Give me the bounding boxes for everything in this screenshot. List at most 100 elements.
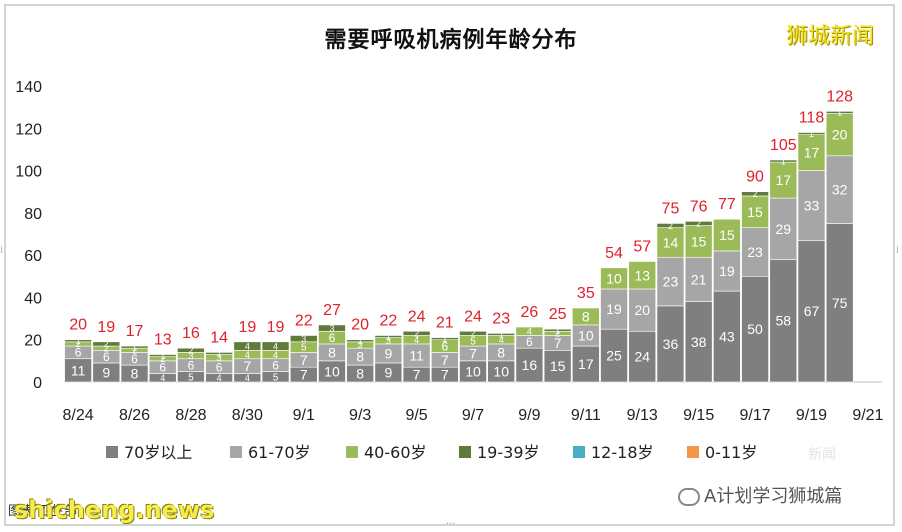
bar-value-label: 8 xyxy=(356,366,364,382)
bar-value-label: 5 xyxy=(188,372,194,383)
bar-segment xyxy=(459,330,487,336)
source-note: 图表 卫生部 xyxy=(8,504,78,519)
bar-value-label: 6 xyxy=(159,361,166,375)
wechat-watermark: A计划学习狮城篇 xyxy=(678,482,842,508)
bar-value-label: 6 xyxy=(272,358,279,372)
legend-label: 70岁以上 xyxy=(124,443,192,462)
bar-value-label: 1 xyxy=(442,334,447,344)
bar-value-label: 19 xyxy=(606,301,622,317)
y-tick-label: 80 xyxy=(24,206,42,223)
bar-segment xyxy=(713,250,741,292)
resize-handle-right[interactable]: ⁞ xyxy=(895,245,899,256)
bar-value-label: 2 xyxy=(470,329,475,339)
bar-value-label: 10 xyxy=(324,363,340,379)
bar-segment xyxy=(656,227,685,258)
x-tick-label: 8/30 xyxy=(232,407,263,424)
bar-total-label: 20 xyxy=(351,317,369,334)
bar-segment xyxy=(515,326,544,336)
bar-value-label: 1 xyxy=(837,108,842,118)
bar-value-label: 17 xyxy=(578,356,594,372)
resize-handle-bottom[interactable]: ··· xyxy=(446,519,456,530)
bar-segment xyxy=(289,335,318,343)
bar-total-label: 26 xyxy=(521,304,539,321)
bar-total-label: 128 xyxy=(826,88,853,105)
bar-value-label: 15 xyxy=(691,233,707,249)
bar-total-label: 20 xyxy=(69,317,87,334)
y-tick-label: 20 xyxy=(24,333,42,350)
bar-value-label: 15 xyxy=(719,227,735,243)
bar-segment xyxy=(741,227,769,277)
bar-segment xyxy=(741,275,769,383)
x-tick-label: 8/28 xyxy=(175,407,206,424)
bar-value-label: 1 xyxy=(809,129,814,139)
bar-value-label: 2 xyxy=(668,221,673,231)
bar-value-label: 1 xyxy=(781,156,786,166)
bar-segment xyxy=(769,197,798,260)
x-tick-label: 8/26 xyxy=(119,407,150,424)
bar-value-label: 5 xyxy=(273,372,279,383)
bar-value-label: 29 xyxy=(775,221,791,237)
bar-segment xyxy=(600,267,628,290)
bar-value-label: 20 xyxy=(634,302,650,318)
bar-segment xyxy=(261,341,290,351)
bar-value-label: 3 xyxy=(329,323,334,333)
bar-value-label: 43 xyxy=(719,329,735,345)
bar-segment xyxy=(543,349,572,383)
bar-value-label: 32 xyxy=(832,182,848,198)
bar-segment xyxy=(515,347,544,383)
bar-value-label: 17 xyxy=(775,172,791,188)
bar-segment xyxy=(628,330,657,383)
bar-value-label: 1 xyxy=(358,336,363,346)
bar-value-label: 3 xyxy=(386,336,391,346)
bar-total-label: 24 xyxy=(408,308,426,325)
bar-total-label: 19 xyxy=(267,319,285,336)
bar-value-label: 58 xyxy=(775,313,791,329)
bar-value-label: 4 xyxy=(160,373,165,383)
bar-value-label: 10 xyxy=(606,270,622,286)
bar-value-label: 23 xyxy=(663,274,679,290)
y-tick-label: 120 xyxy=(15,121,42,138)
bar-segment xyxy=(148,354,177,357)
bar-segment xyxy=(741,191,769,197)
bar-value-label: 7 xyxy=(300,352,308,368)
bar-value-label: 9 xyxy=(102,365,110,381)
bar-segment xyxy=(318,324,346,332)
bar-total-label: 24 xyxy=(464,308,482,325)
brand-watermark: 狮城新闻 xyxy=(786,24,875,49)
bar-value-label: 10 xyxy=(493,363,509,379)
bar-segment xyxy=(684,301,713,383)
bar-value-label: 6 xyxy=(103,350,110,364)
x-tick-label: 9/5 xyxy=(405,407,427,424)
bar-total-label: 13 xyxy=(154,332,172,349)
bar-value-label: 11 xyxy=(409,348,424,364)
bar-value-label: 6 xyxy=(216,361,223,375)
bar-value-label: 33 xyxy=(804,197,820,213)
bar-value-label: 8 xyxy=(328,344,336,360)
bar-segment xyxy=(769,159,798,163)
bar-segment xyxy=(628,288,657,332)
bar-segment xyxy=(713,218,741,252)
x-tick-label: 9/1 xyxy=(293,407,315,424)
bar-value-label: 2 xyxy=(104,343,109,353)
bar-value-label: 2 xyxy=(132,346,137,356)
bar-total-label: 77 xyxy=(718,196,736,213)
bar-value-label: 67 xyxy=(804,303,820,319)
bar-value-label: 20 xyxy=(832,127,848,143)
bar-segment xyxy=(825,111,854,114)
bar-segment xyxy=(346,339,374,343)
bar-segment xyxy=(825,113,854,157)
resize-handle-left[interactable]: ⁞ xyxy=(0,245,4,256)
x-tick-label: 9/15 xyxy=(683,407,714,424)
bar-value-label: 1 xyxy=(386,332,391,342)
bar-value-label: 15 xyxy=(550,358,566,374)
bar-value-label: 7 xyxy=(554,335,562,351)
legend-swatch xyxy=(230,446,242,458)
bar-value-label: 6 xyxy=(441,339,448,353)
bar-segment xyxy=(543,328,572,332)
bar-value-label: 8 xyxy=(131,366,139,382)
bar-segment xyxy=(825,223,854,383)
y-tick-label: 100 xyxy=(15,164,42,181)
bar-value-label: 6 xyxy=(329,331,336,345)
legend-label: 61-70岁 xyxy=(248,443,311,462)
bar-segment xyxy=(600,288,628,330)
